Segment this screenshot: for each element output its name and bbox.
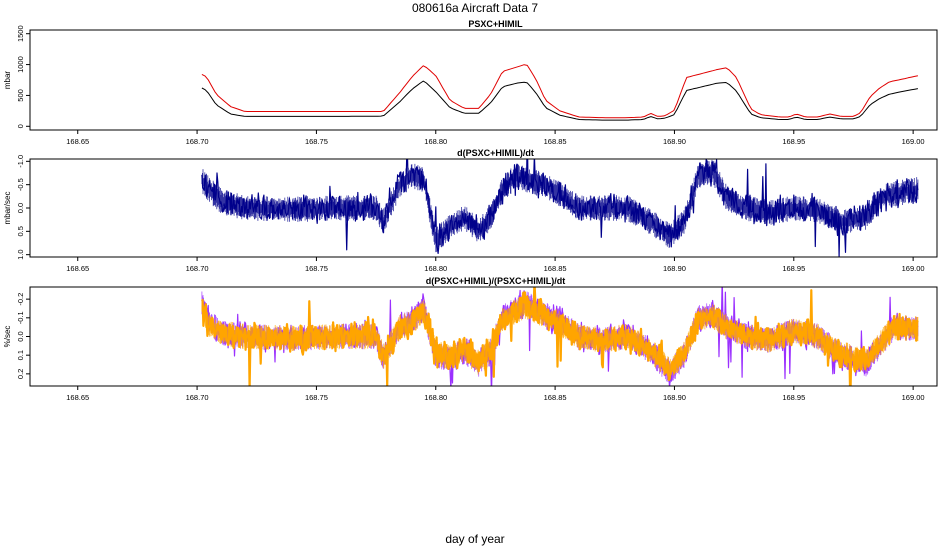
- x-tick-label: 169.00: [902, 393, 925, 402]
- x-tick-label: 168.85: [544, 393, 567, 402]
- y-tick-label: 0: [16, 124, 25, 128]
- panel-1: PSXC+HIMIL 168.65 168.70 168.75 168.80 168.85…: [3, 19, 938, 146]
- series-line-1: [201, 64, 919, 119]
- x-tick-label: 168.85: [544, 264, 567, 273]
- x-tick-label: 168.95: [782, 137, 805, 146]
- series-line-2: [201, 80, 918, 121]
- panel-series-group: [201, 159, 919, 257]
- x-tick-label: 168.70: [186, 137, 209, 146]
- y-tick-label: 0.2: [16, 369, 25, 379]
- x-tick-label: 168.90: [663, 264, 686, 273]
- figure-title: 080616a Aircraft Data 7: [412, 1, 538, 15]
- x-tick-label: 168.85: [544, 137, 567, 146]
- x-tick-label: 168.65: [66, 264, 89, 273]
- y-tick-label: -1.0: [16, 155, 25, 168]
- x-tick-label: 168.80: [424, 137, 447, 146]
- panel-series-group: [201, 287, 919, 386]
- x-tick-label: 168.70: [186, 393, 209, 402]
- x-tick-label: 169.00: [902, 264, 925, 273]
- panel-frame: [29, 29, 938, 131]
- x-tick-label: 168.95: [782, 393, 805, 402]
- y-tick-label: 500: [16, 89, 25, 102]
- x-tick-label: 168.65: [66, 393, 89, 402]
- figure-xlabel: day of year: [445, 532, 504, 546]
- x-tick-label: 168.75: [305, 264, 328, 273]
- panel-2: d(PSXC+HIMIL)/dt 168.65 168.70 168.75 168.80…: [3, 148, 938, 273]
- y-tick-label: 1.0: [16, 249, 25, 259]
- y-tick-label: 0.0: [16, 203, 25, 213]
- panel-title: PSXC+HIMIL: [468, 19, 523, 29]
- panel-series-group: [201, 64, 919, 121]
- x-tick-label: 168.75: [305, 137, 328, 146]
- y-tick-label: -0.1: [16, 311, 25, 324]
- x-tick-label: 168.75: [305, 393, 328, 402]
- panel-3: d(PSXC+HIMIL)/(PSXC+HIMIL)/dt 168.65 168.7…: [3, 276, 938, 402]
- y-tick-label: 0.5: [16, 226, 25, 236]
- x-tick-label: 168.80: [424, 393, 447, 402]
- y-tick-label: 0.0: [16, 331, 25, 341]
- panels-group: PSXC+HIMIL 168.65 168.70 168.75 168.80 168.85…: [3, 19, 938, 402]
- x-tick-label: 168.65: [66, 137, 89, 146]
- series-noise-1: [201, 159, 919, 253]
- y-tick-label: 0.1: [16, 350, 25, 360]
- y-tick-label: 1500: [16, 25, 25, 42]
- series-noise-2: [201, 295, 919, 381]
- panel-title: d(PSXC+HIMIL)/(PSXC+HIMIL)/dt: [426, 276, 566, 286]
- y-tick-label: 1000: [16, 56, 25, 73]
- y-axis-label: %/sec: [3, 326, 12, 348]
- x-tick-label: 168.90: [663, 137, 686, 146]
- x-tick-label: 168.90: [663, 393, 686, 402]
- y-axis-label: mbar/sec: [3, 192, 12, 225]
- x-tick-label: 169.00: [902, 137, 925, 146]
- x-tick-label: 168.80: [424, 264, 447, 273]
- y-tick-label: -0.5: [16, 178, 25, 191]
- x-tick-label: 168.70: [186, 264, 209, 273]
- y-axis-label: mbar: [3, 71, 12, 90]
- x-tick-label: 168.95: [782, 264, 805, 273]
- y-tick-label: -0.2: [16, 293, 25, 306]
- panel-title: d(PSXC+HIMIL)/dt: [457, 148, 534, 158]
